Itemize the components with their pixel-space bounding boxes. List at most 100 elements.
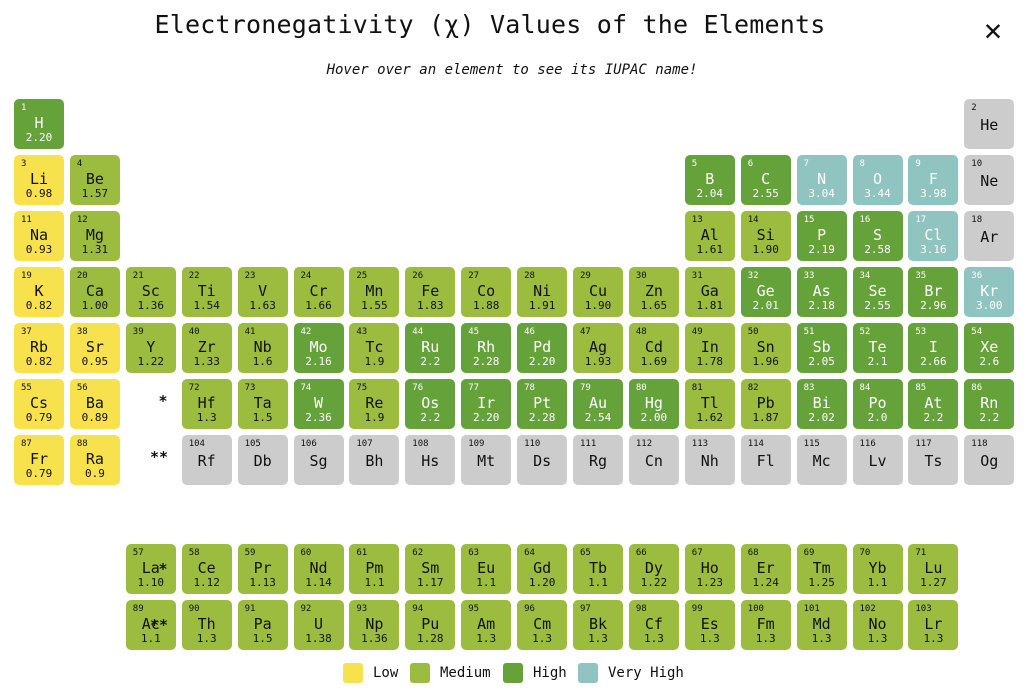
element-cell-mo[interactable]: 42 Mo 2.16 bbox=[293, 323, 344, 373]
element-cell-ir[interactable]: 77 Ir 2.20 bbox=[461, 379, 512, 429]
element-cell-bk[interactable]: 97 Bk 1.3 bbox=[573, 600, 623, 650]
element-cell-sb[interactable]: 51 Sb 2.05 bbox=[796, 323, 847, 373]
element-cell-os[interactable]: 76 Os 2.2 bbox=[405, 379, 456, 429]
element-cell-u[interactable]: 92 U 1.38 bbox=[293, 600, 344, 650]
element-cell-hs[interactable]: 108 Hs bbox=[405, 435, 456, 485]
element-cell-cu[interactable]: 29 Cu 1.90 bbox=[573, 267, 623, 317]
element-cell-gd[interactable]: 64 Gd 1.20 bbox=[517, 544, 568, 594]
element-cell-s[interactable]: 16 S 2.58 bbox=[852, 211, 903, 261]
element-cell-lr[interactable]: 103 Lr 1.3 bbox=[908, 600, 959, 650]
element-cell-cf[interactable]: 98 Cf 1.3 bbox=[628, 600, 679, 650]
element-cell-lv[interactable]: 116 Lv bbox=[852, 435, 903, 485]
element-cell-er[interactable]: 68 Er 1.24 bbox=[740, 544, 791, 594]
element-cell-in[interactable]: 49 In 1.78 bbox=[684, 323, 735, 373]
element-cell-ce[interactable]: 58 Ce 1.12 bbox=[181, 544, 232, 594]
element-cell-rb[interactable]: 37 Rb 0.82 bbox=[14, 323, 64, 373]
element-cell-fl[interactable]: 114 Fl bbox=[740, 435, 791, 485]
element-cell-ca[interactable]: 20 Ca 1.00 bbox=[69, 267, 120, 317]
element-cell-ta[interactable]: 73 Ta 1.5 bbox=[237, 379, 288, 429]
element-cell-br[interactable]: 35 Br 2.96 bbox=[908, 267, 959, 317]
element-cell-ge[interactable]: 32 Ge 2.01 bbox=[740, 267, 791, 317]
element-cell-tb[interactable]: 65 Tb 1.1 bbox=[573, 544, 623, 594]
element-cell-lu[interactable]: 71 Lu 1.27 bbox=[908, 544, 959, 594]
element-cell-xe[interactable]: 54 Xe 2.6 bbox=[964, 323, 1015, 373]
element-cell-bi[interactable]: 83 Bi 2.02 bbox=[796, 379, 847, 429]
element-cell-ag[interactable]: 47 Ag 1.93 bbox=[573, 323, 623, 373]
element-cell-np[interactable]: 93 Np 1.36 bbox=[349, 600, 400, 650]
element-cell-pb[interactable]: 82 Pb 1.87 bbox=[740, 379, 791, 429]
element-cell-fm[interactable]: 100 Fm 1.3 bbox=[740, 600, 791, 650]
element-cell-n[interactable]: 7 N 3.04 bbox=[796, 155, 847, 205]
element-cell-la[interactable]: 57 La 1.10 bbox=[125, 544, 176, 594]
element-cell-rg[interactable]: 111 Rg bbox=[573, 435, 623, 485]
element-cell-zn[interactable]: 30 Zn 1.65 bbox=[628, 267, 679, 317]
element-cell-no[interactable]: 102 No 1.3 bbox=[852, 600, 903, 650]
element-cell-o[interactable]: 8 O 3.44 bbox=[852, 155, 903, 205]
element-cell-na[interactable]: 11 Na 0.93 bbox=[14, 211, 64, 261]
element-cell-ho[interactable]: 67 Ho 1.23 bbox=[684, 544, 735, 594]
element-cell-cn[interactable]: 112 Cn bbox=[628, 435, 679, 485]
element-cell-cd[interactable]: 48 Cd 1.69 bbox=[628, 323, 679, 373]
element-cell-dy[interactable]: 66 Dy 1.22 bbox=[628, 544, 679, 594]
element-cell-ni[interactable]: 28 Ni 1.91 bbox=[517, 267, 568, 317]
element-cell-pr[interactable]: 59 Pr 1.13 bbox=[237, 544, 288, 594]
element-cell-hf[interactable]: 72 Hf 1.3 bbox=[181, 379, 232, 429]
element-cell-nb[interactable]: 41 Nb 1.6 bbox=[237, 323, 288, 373]
element-cell-fe[interactable]: 26 Fe 1.83 bbox=[405, 267, 456, 317]
element-cell-p[interactable]: 15 P 2.19 bbox=[796, 211, 847, 261]
element-cell-f[interactable]: 9 F 3.98 bbox=[908, 155, 959, 205]
element-cell-fr[interactable]: 87 Fr 0.79 bbox=[14, 435, 64, 485]
element-cell-yb[interactable]: 70 Yb 1.1 bbox=[852, 544, 903, 594]
element-cell-li[interactable]: 3 Li 0.98 bbox=[14, 155, 64, 205]
element-cell-ru[interactable]: 44 Ru 2.2 bbox=[405, 323, 456, 373]
element-cell-bh[interactable]: 107 Bh bbox=[349, 435, 400, 485]
element-cell-rn[interactable]: 86 Rn 2.2 bbox=[964, 379, 1015, 429]
element-cell-at[interactable]: 85 At 2.2 bbox=[908, 379, 959, 429]
element-cell-zr[interactable]: 40 Zr 1.33 bbox=[181, 323, 232, 373]
element-cell-rf[interactable]: 104 Rf bbox=[181, 435, 232, 485]
element-cell-as[interactable]: 33 As 2.18 bbox=[796, 267, 847, 317]
element-cell-tm[interactable]: 69 Tm 1.25 bbox=[796, 544, 847, 594]
element-cell-i[interactable]: 53 I 2.66 bbox=[908, 323, 959, 373]
element-cell-ba[interactable]: 56 Ba 0.89 bbox=[69, 379, 120, 429]
element-cell-ar[interactable]: 18 Ar bbox=[964, 211, 1015, 261]
element-cell-sg[interactable]: 106 Sg bbox=[293, 435, 344, 485]
element-cell-ti[interactable]: 22 Ti 1.54 bbox=[181, 267, 232, 317]
element-cell-cr[interactable]: 24 Cr 1.66 bbox=[293, 267, 344, 317]
element-cell-tc[interactable]: 43 Tc 1.9 bbox=[349, 323, 400, 373]
element-cell-au[interactable]: 79 Au 2.54 bbox=[573, 379, 623, 429]
element-cell-si[interactable]: 14 Si 1.90 bbox=[740, 211, 791, 261]
element-cell-kr[interactable]: 36 Kr 3.00 bbox=[964, 267, 1015, 317]
element-cell-sn[interactable]: 50 Sn 1.96 bbox=[740, 323, 791, 373]
element-cell-ra[interactable]: 88 Ra 0.9 bbox=[69, 435, 120, 485]
element-cell-ga[interactable]: 31 Ga 1.81 bbox=[684, 267, 735, 317]
element-cell-cs[interactable]: 55 Cs 0.79 bbox=[14, 379, 64, 429]
element-cell-pd[interactable]: 46 Pd 2.20 bbox=[517, 323, 568, 373]
element-cell-rh[interactable]: 45 Rh 2.28 bbox=[461, 323, 512, 373]
element-cell-po[interactable]: 84 Po 2.0 bbox=[852, 379, 903, 429]
element-cell-nh[interactable]: 113 Nh bbox=[684, 435, 735, 485]
element-cell-pt[interactable]: 78 Pt 2.28 bbox=[517, 379, 568, 429]
element-cell-be[interactable]: 4 Be 1.57 bbox=[69, 155, 120, 205]
element-cell-sr[interactable]: 38 Sr 0.95 bbox=[69, 323, 120, 373]
element-cell-eu[interactable]: 63 Eu 1.1 bbox=[461, 544, 512, 594]
element-cell-he[interactable]: 2 He bbox=[964, 99, 1015, 149]
element-cell-nd[interactable]: 60 Nd 1.14 bbox=[293, 544, 344, 594]
element-cell-cl[interactable]: 17 Cl 3.16 bbox=[908, 211, 959, 261]
element-cell-v[interactable]: 23 V 1.63 bbox=[237, 267, 288, 317]
element-cell-y[interactable]: 39 Y 1.22 bbox=[125, 323, 176, 373]
element-cell-te[interactable]: 52 Te 2.1 bbox=[852, 323, 903, 373]
element-cell-pa[interactable]: 91 Pa 1.5 bbox=[237, 600, 288, 650]
element-cell-mc[interactable]: 115 Mc bbox=[796, 435, 847, 485]
element-cell-co[interactable]: 27 Co 1.88 bbox=[461, 267, 512, 317]
element-cell-re[interactable]: 75 Re 1.9 bbox=[349, 379, 400, 429]
element-cell-ne[interactable]: 10 Ne bbox=[964, 155, 1015, 205]
element-cell-h[interactable]: 1 H 2.20 bbox=[14, 99, 64, 149]
close-icon[interactable]: ✕ bbox=[983, 13, 1002, 48]
element-cell-ac[interactable]: 89 Ac 1.1 bbox=[125, 600, 176, 650]
element-cell-sm[interactable]: 62 Sm 1.17 bbox=[405, 544, 456, 594]
element-cell-se[interactable]: 34 Se 2.55 bbox=[852, 267, 903, 317]
element-cell-pu[interactable]: 94 Pu 1.28 bbox=[405, 600, 456, 650]
element-cell-pm[interactable]: 61 Pm 1.1 bbox=[349, 544, 400, 594]
element-cell-ds[interactable]: 110 Ds bbox=[517, 435, 568, 485]
